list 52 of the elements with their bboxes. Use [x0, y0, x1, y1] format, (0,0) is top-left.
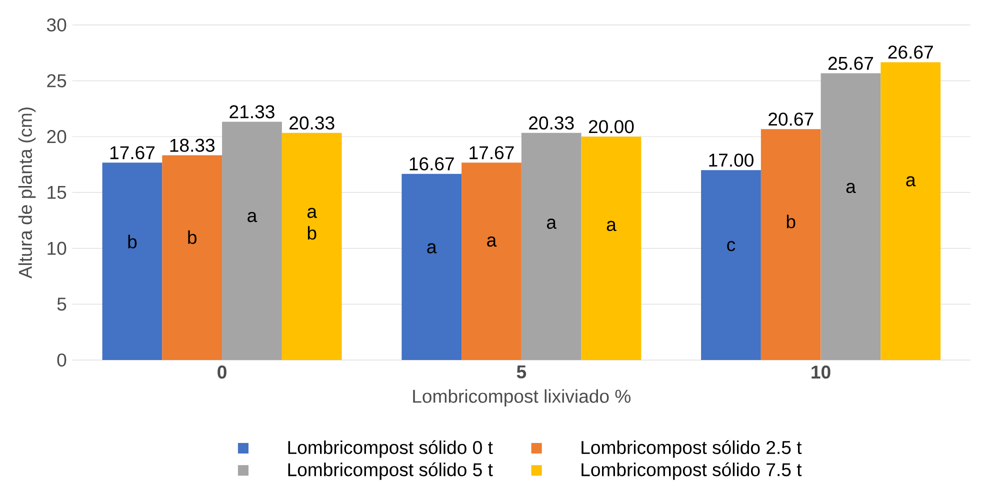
bar [880, 62, 941, 360]
annotation: a [846, 183, 856, 194]
y-tick-label: 15 [48, 186, 66, 200]
bar [701, 170, 761, 360]
y-axis-title: Altura de planta (cm) [18, 108, 36, 279]
x-axis-title: Lombricompost lixiviado % [413, 389, 631, 407]
data-label: 20.33 [290, 116, 334, 130]
legend-label: Lombricompost sólido 2.5 t [582, 440, 802, 458]
bar [102, 162, 162, 360]
bar [462, 162, 522, 360]
annotation: a [906, 176, 916, 186]
legend-label: Lombricompost sólido 0 t [288, 440, 493, 458]
annotation: a [546, 218, 557, 229]
annotation: a [487, 236, 497, 247]
annotation: c [727, 241, 736, 252]
legend-label: Lombricompost sólido 5 t [288, 462, 493, 480]
y-tick-label: 20 [47, 130, 66, 144]
x-tick-label: 5 [516, 366, 526, 379]
y-tick-label: 25 [47, 74, 66, 88]
legend-label: Lombricompost sólido 7.5 t [582, 462, 802, 480]
annotation: a [427, 243, 437, 254]
data-label: 20.67 [768, 112, 814, 126]
data-label: 17.67 [470, 146, 514, 160]
data-label: 25.67 [828, 56, 874, 70]
annotation: b [128, 234, 137, 249]
data-label: 21.33 [230, 105, 274, 118]
y-tick-label: 0 [57, 354, 66, 367]
bar [760, 129, 821, 360]
annotation: a b [307, 208, 318, 240]
y-tick-label: 30 [46, 18, 66, 32]
bar [581, 136, 642, 360]
bar [820, 73, 881, 360]
bar [222, 122, 282, 360]
annotation: b [188, 230, 196, 244]
data-label: 16.67 [410, 157, 454, 171]
bar [521, 133, 582, 360]
data-label: 26.67 [888, 46, 933, 59]
data-label: 20.33 [529, 116, 574, 130]
annotation: a [606, 221, 616, 232]
bar [282, 133, 342, 360]
data-label: 17.00 [709, 154, 754, 167]
y-tick-label: 10 [48, 242, 66, 255]
annotation: a [248, 212, 258, 222]
data-label: 17.67 [110, 146, 155, 160]
data-label: 18.33 [170, 138, 214, 152]
y-tick-label: 5 [57, 298, 66, 311]
bar [162, 155, 222, 360]
data-label: 20.00 [588, 120, 634, 134]
annotation: b [786, 214, 796, 228]
x-tick-label: 0 [218, 366, 226, 379]
x-tick-label: 10 [812, 366, 830, 379]
bar [402, 174, 462, 360]
